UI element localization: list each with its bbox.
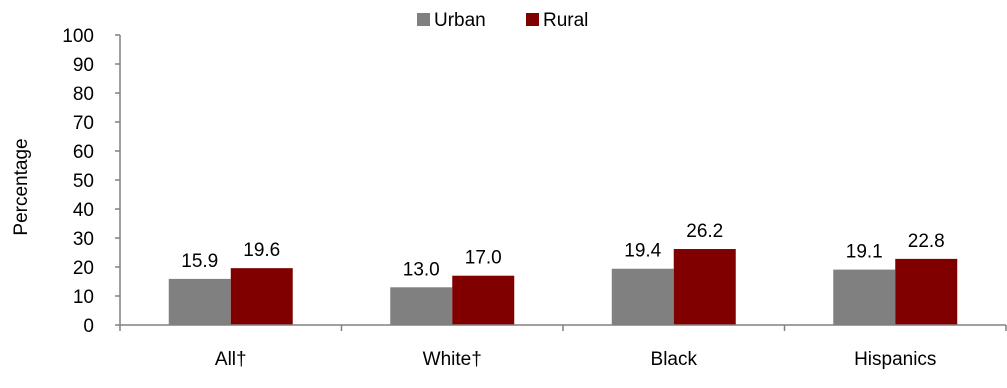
y-axis: 0 10 20 30 40 50 60 70 80 90 100 — [62, 26, 121, 337]
bar-urban-3 — [611, 268, 674, 325]
data-label: 19.6 — [243, 240, 280, 261]
category-label: All† — [215, 349, 247, 370]
y-tick-label: 90 — [73, 55, 94, 76]
bars: 15.9 19.6 13.0 17.0 19.4 26.2 19.1 22.8 — [168, 221, 958, 325]
legend: Urban Rural — [417, 10, 588, 31]
legend-swatch-urban — [417, 13, 430, 26]
bar-rural-3 — [673, 249, 736, 325]
data-label: 17.0 — [465, 248, 502, 269]
legend-label-rural: Rural — [543, 10, 588, 31]
y-tick-label: 100 — [62, 26, 94, 47]
y-tick-label: 80 — [73, 84, 94, 105]
data-label: 26.2 — [686, 221, 723, 242]
data-label: 22.8 — [908, 231, 945, 252]
category-label: Black — [651, 349, 698, 370]
bar-rural-1 — [230, 268, 293, 325]
data-label: 19.4 — [624, 241, 661, 262]
bar-rural-2 — [452, 275, 515, 325]
y-tick-label: 20 — [73, 258, 94, 279]
y-tick-label: 70 — [73, 113, 94, 134]
y-tick-label: 40 — [73, 200, 94, 221]
data-label: 13.0 — [403, 259, 440, 280]
y-tick-label: 50 — [73, 171, 94, 192]
y-tick-label: 10 — [73, 287, 94, 308]
y-axis-title: Percentage — [11, 138, 32, 235]
bar-urban-2 — [390, 287, 453, 325]
y-tick-label: 0 — [83, 316, 94, 337]
legend-label-urban: Urban — [434, 10, 486, 31]
category-label: Hispanics — [854, 349, 936, 370]
category-label: White† — [423, 349, 482, 370]
legend-swatch-rural — [526, 13, 539, 26]
x-axis: All† White† Black Hispanics — [119, 324, 1007, 370]
bar-urban-1 — [168, 278, 231, 325]
data-label: 19.1 — [846, 242, 883, 263]
y-tick-label: 30 — [73, 229, 94, 250]
data-label: 15.9 — [181, 251, 218, 272]
bar-urban-4 — [833, 269, 896, 325]
y-tick-label: 60 — [73, 142, 94, 163]
bar-rural-4 — [895, 258, 958, 325]
